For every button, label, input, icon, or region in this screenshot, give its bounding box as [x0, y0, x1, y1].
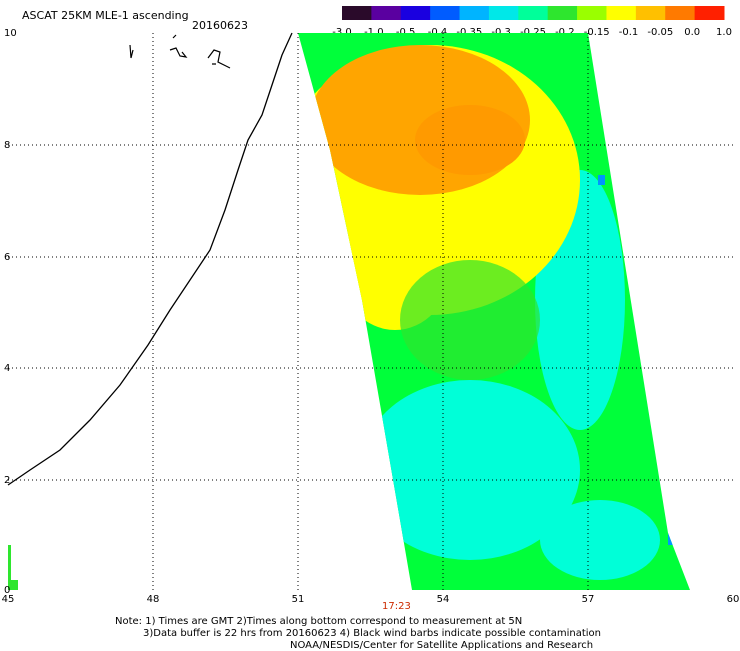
colorbar-segment — [488, 6, 519, 20]
x-tick-label: 45 — [2, 594, 15, 605]
colorbar-label: -0.3 — [491, 27, 511, 38]
y-tick-label: 6 — [4, 252, 10, 263]
colorbar-segment — [547, 6, 578, 20]
colorbar-label: -0.4 — [428, 27, 448, 38]
y-tick-label: 4 — [4, 363, 10, 374]
note-line-2: 3)Data buffer is 22 hrs from 20160623 4)… — [143, 628, 601, 639]
colorbar-segment — [635, 6, 666, 20]
island — [129, 44, 134, 59]
colorbar-label: -1.0 — [364, 27, 384, 38]
y-tick-label: 2 — [4, 475, 10, 486]
colorbar-segment — [430, 6, 461, 20]
island — [169, 34, 188, 58]
colorbar-segment — [606, 6, 637, 20]
x-tick-label: 57 — [582, 594, 595, 605]
gridlines — [8, 33, 733, 590]
colorbar-segment — [518, 6, 549, 20]
colorbar-label: -0.05 — [647, 27, 673, 38]
ascat-swath — [298, 33, 690, 590]
colorbar-label: -0.2 — [555, 27, 575, 38]
colorbar-label: -3.0 — [332, 27, 352, 38]
y-tick-label: 10 — [4, 28, 17, 39]
time-label: 17:23 — [382, 601, 411, 612]
chart-title: ASCAT 25KM MLE-1 ascending — [22, 9, 189, 22]
note-line-3: NOAA/NESDIS/Center for Satellite Applica… — [290, 640, 594, 651]
colorbar-label: -0.25 — [520, 27, 546, 38]
x-tick-label: 51 — [292, 594, 305, 605]
colorbar-segment — [665, 6, 696, 20]
x-tick-label: 48 — [147, 594, 160, 605]
x-tick-label: 60 — [727, 594, 740, 605]
chart-date: 20160623 — [192, 19, 248, 32]
colorbar-label: -0.15 — [584, 27, 610, 38]
colorbar-label: 1.0 — [716, 27, 732, 38]
colorbar-label: -0.35 — [456, 27, 482, 38]
colorbar-segment — [400, 6, 431, 20]
coastline — [7, 32, 293, 486]
colorbar-segment — [342, 6, 372, 20]
y-tick-label: 8 — [4, 140, 10, 151]
colorbar-segment — [371, 6, 402, 20]
colorbar-segment — [577, 6, 607, 20]
note-line-1: Note: 1) Times are GMT 2)Times along bot… — [115, 616, 523, 627]
x-tick-label: 54 — [437, 594, 450, 605]
colorbar-segment — [459, 6, 490, 20]
colorbar-segment — [694, 6, 725, 20]
island — [207, 49, 231, 69]
colorbar: -3.0 -1.0 -0.5 -0.4 -0.35 -0.3 -0.25 -0.2 -0.15-… — [332, 6, 732, 38]
colorbar-label: -0.5 — [396, 27, 416, 38]
colorbar-label: 0.0 — [684, 27, 700, 38]
colorbar-label: -0.1 — [619, 27, 639, 38]
y-tick-label: 0 — [4, 585, 10, 596]
